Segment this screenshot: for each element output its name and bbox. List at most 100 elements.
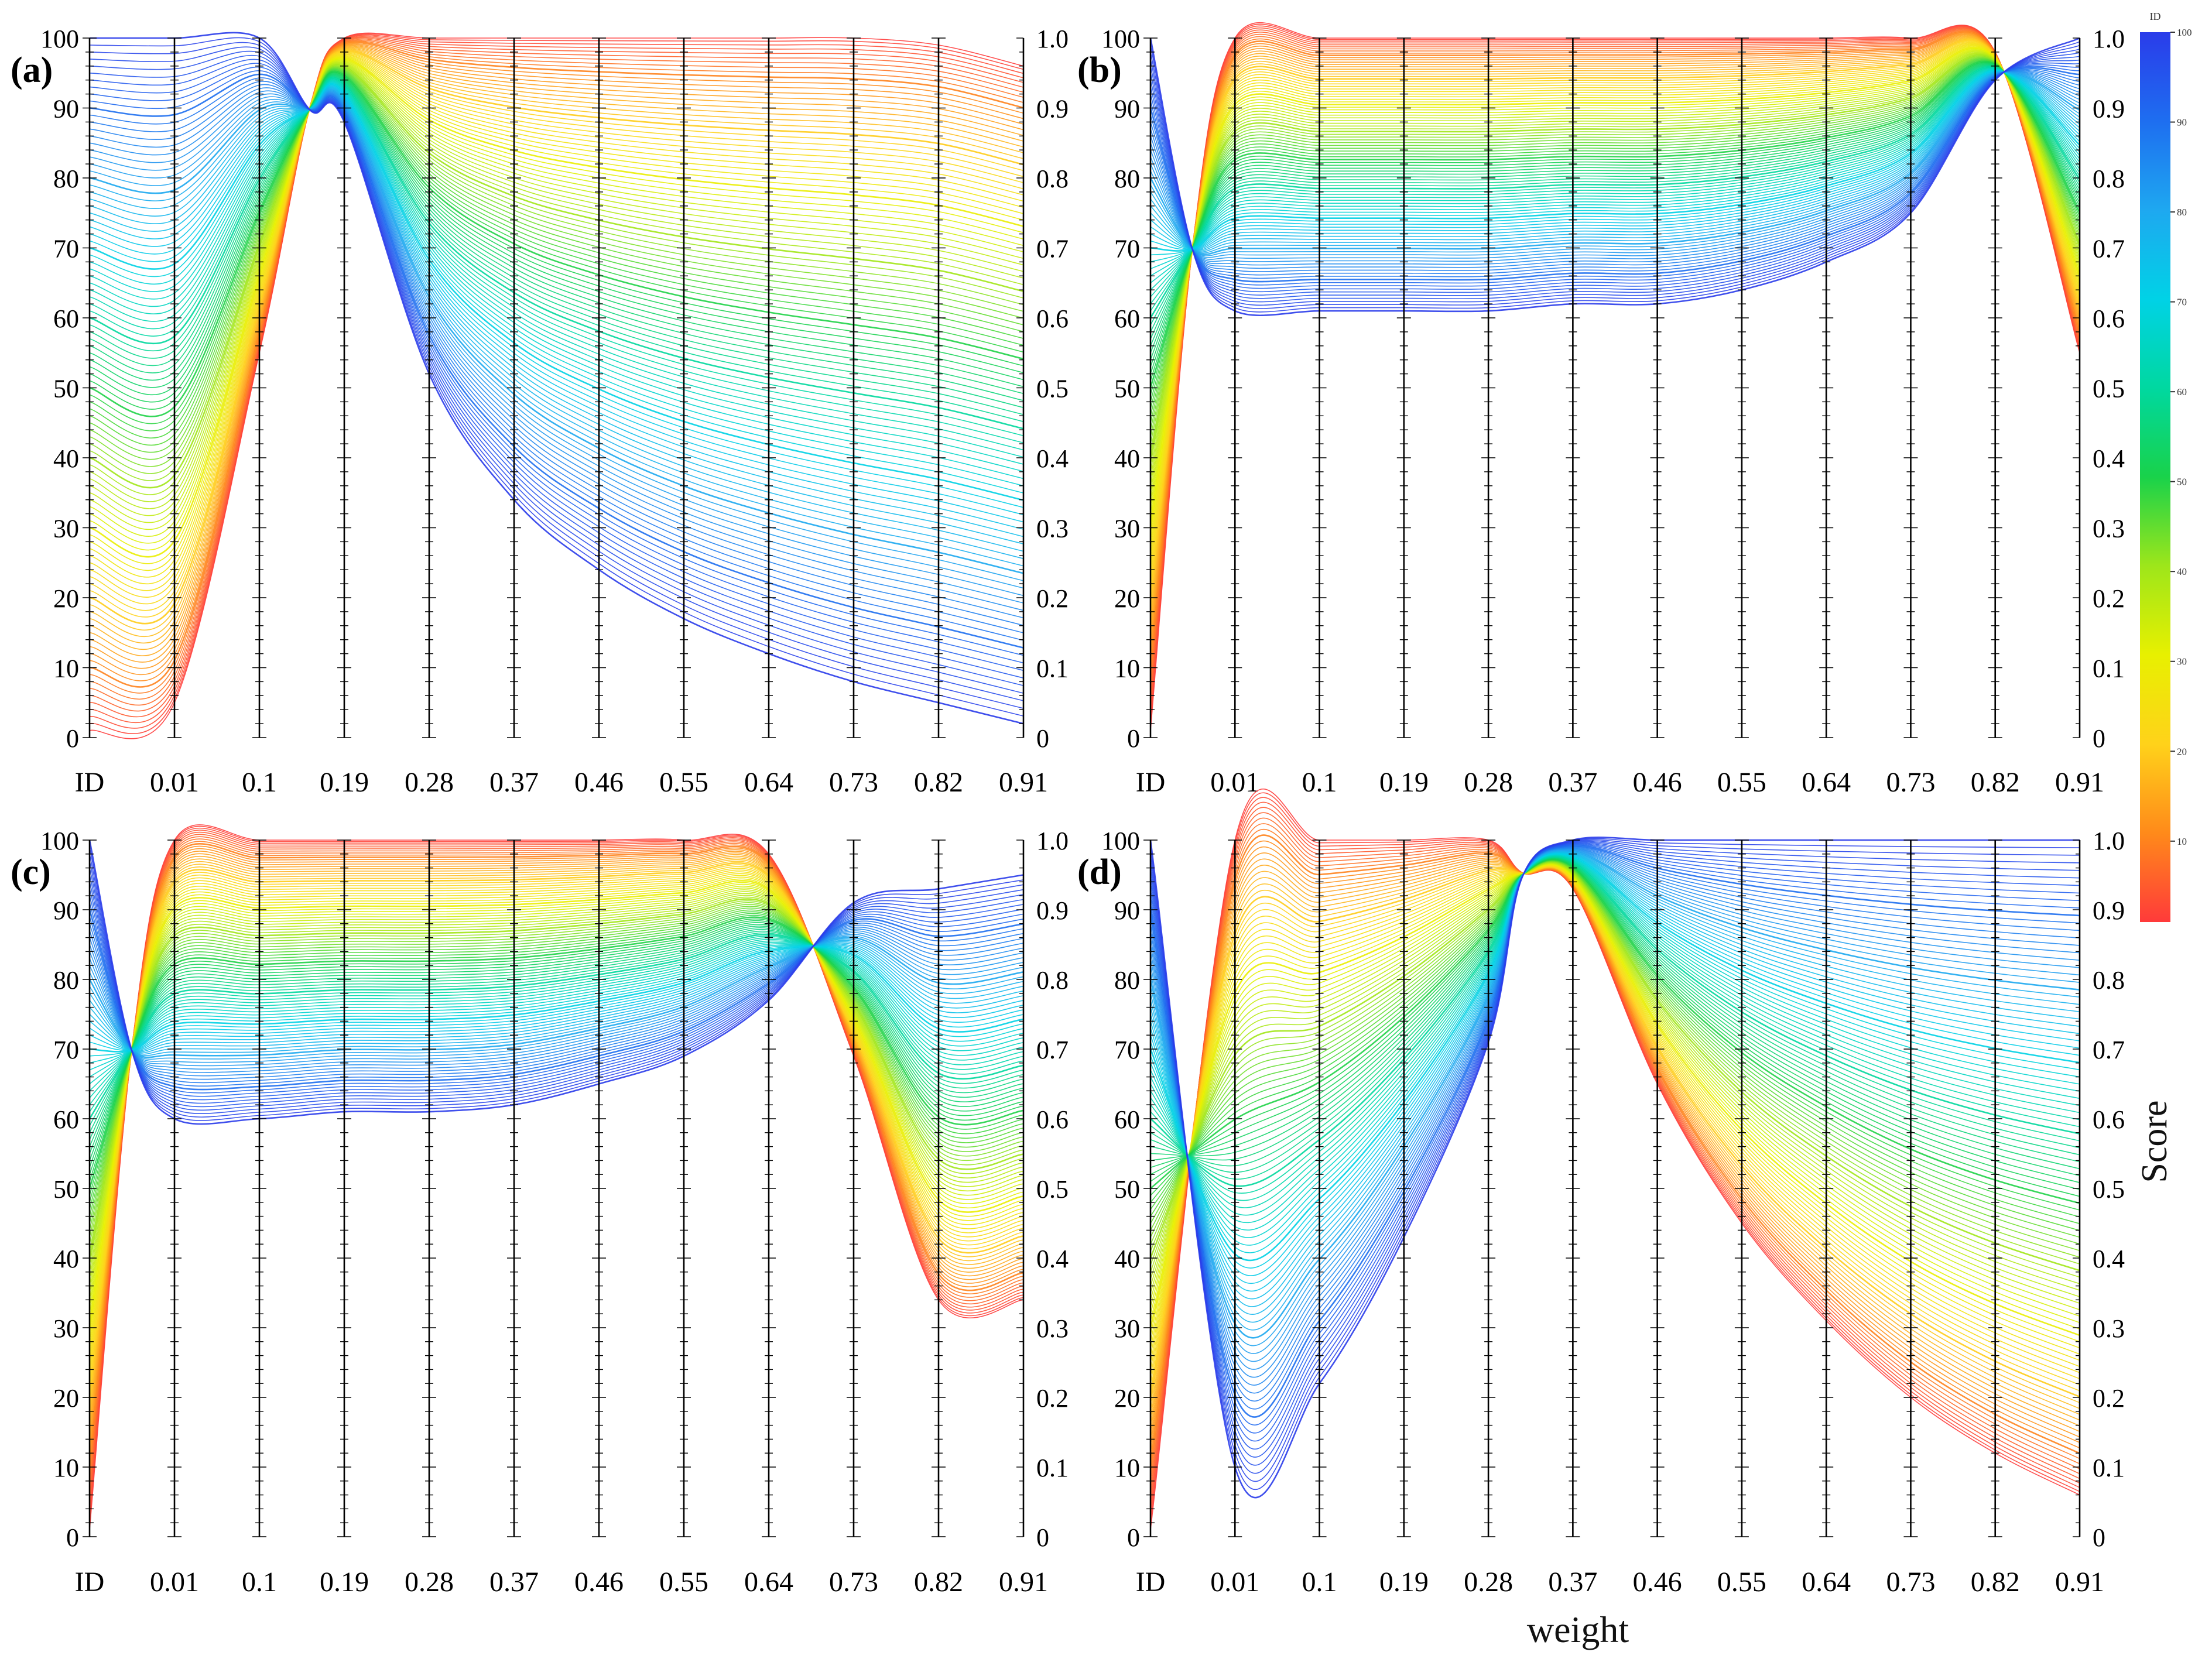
series-line <box>89 64 1024 495</box>
series-line <box>89 79 1024 451</box>
series-line <box>89 945 1024 1053</box>
series-line <box>89 42 1024 709</box>
series-line <box>89 945 1024 1051</box>
id-tick-label: 80 <box>1114 966 1140 995</box>
score-tick-label: 0.7 <box>1036 235 1069 263</box>
series-line <box>90 32 1024 725</box>
id-tick-label: 70 <box>53 235 79 263</box>
series-line <box>89 63 1024 509</box>
series-line <box>89 67 1024 460</box>
score-tick-label: 0.6 <box>1036 304 1069 333</box>
series-line <box>89 40 1024 694</box>
series-line <box>89 55 1024 578</box>
series-line <box>89 85 1024 523</box>
axis-label-1: 0.01 <box>1210 767 1259 798</box>
series-line <box>1150 65 2080 333</box>
series-line <box>89 34 1024 729</box>
series-line <box>1150 69 2080 272</box>
series-line <box>89 87 1024 537</box>
series-line <box>1150 51 2080 493</box>
axis-label-6: 0.46 <box>574 1567 624 1598</box>
score-tick-label: 0.3 <box>1036 1314 1069 1343</box>
axis-label-8: 0.64 <box>744 1567 793 1598</box>
series-line <box>89 32 1024 739</box>
panel-1: ID 0.01 0.1 0.19 0.28 0.37 0.46 0.55 0.64 0.73 0.8… <box>1077 22 2125 798</box>
colorbar-tick-label: 90 <box>2177 117 2187 128</box>
series-line <box>88 934 1024 1119</box>
axis-label-7: 0.55 <box>1717 767 1766 798</box>
series-lines <box>1149 789 2080 1530</box>
axis-label-9: 0.73 <box>1886 767 1935 798</box>
series-line <box>89 80 1024 458</box>
axis-label-5: 0.37 <box>489 1567 539 1598</box>
score-tick-label: 1.0 <box>1036 25 1069 53</box>
series-line <box>89 60 1024 537</box>
series-line <box>1150 70 2080 256</box>
series-line <box>89 67 1024 453</box>
score-tick-label: 0 <box>2093 724 2105 753</box>
score-tick-label: 0.4 <box>2093 444 2125 473</box>
series-line <box>1150 70 2080 251</box>
series-line <box>1150 71 2080 251</box>
series-line <box>89 943 1024 1078</box>
series-line <box>89 59 1024 551</box>
id-tick-label: 20 <box>1114 584 1140 613</box>
colorbar-gradient <box>2140 32 2170 922</box>
axis-label-2: 0.1 <box>242 1567 277 1598</box>
axis-label-5: 0.37 <box>1548 767 1597 798</box>
series-line <box>1150 71 2080 258</box>
axis-label-9: 0.73 <box>829 767 878 798</box>
series-line <box>1150 71 2080 260</box>
axis-label-7: 0.55 <box>1717 1567 1766 1598</box>
id-tick-label: 100 <box>40 25 79 53</box>
series-line <box>1150 70 2080 250</box>
panel-label: (c) <box>11 852 51 892</box>
axis-label-5: 0.37 <box>1548 1567 1597 1598</box>
series-line <box>89 72 1024 403</box>
series-lines <box>88 824 1024 1530</box>
series-line <box>1150 52 2080 486</box>
panel-label: (a) <box>11 50 53 90</box>
score-tick-label: 0.2 <box>2093 1384 2125 1413</box>
series-line <box>89 932 1024 1067</box>
colorbar-tick-label: 60 <box>2177 386 2187 397</box>
series-line <box>1150 71 2080 250</box>
id-tick-label: 0 <box>66 724 79 753</box>
axis-label-0: ID <box>75 767 105 798</box>
axis-label-1: 0.01 <box>150 767 199 798</box>
id-tick-label: 100 <box>1101 25 1140 53</box>
series-line <box>89 941 1024 1085</box>
series-line <box>89 66 1024 664</box>
panels-root: ID 0.01 0.1 0.19 0.28 0.37 0.46 0.55 0.64 0.73 0.8… <box>11 22 2125 1598</box>
series-line <box>89 43 1024 676</box>
series-line <box>1150 50 2080 500</box>
colorbar-tick-label: 100 <box>2177 27 2192 38</box>
axis-label-1: 0.01 <box>1210 1567 1259 1598</box>
id-tick-label: 40 <box>53 1245 79 1273</box>
id-tick-label: 60 <box>53 304 79 333</box>
id-tick-label: 20 <box>1114 1384 1140 1413</box>
score-tick-label: 0.4 <box>2093 1245 2125 1273</box>
axis-label-9: 0.73 <box>1886 1567 1935 1598</box>
series-line <box>89 62 1024 516</box>
axis-label-6: 0.46 <box>574 767 624 798</box>
series-line <box>88 839 1024 1125</box>
series-line <box>1150 68 2080 283</box>
series-line <box>89 54 1024 686</box>
id-tick-label: 60 <box>1114 304 1140 333</box>
id-tick-label: 10 <box>1114 1454 1140 1482</box>
series-line <box>89 70 1024 431</box>
series-line <box>89 61 1024 523</box>
series-line <box>89 73 1024 388</box>
series-line <box>1150 71 2080 262</box>
id-tick-label: 50 <box>53 375 79 403</box>
series-line <box>89 70 1024 424</box>
axis-label-10: 0.82 <box>1971 1567 2020 1598</box>
series-line <box>89 940 1024 1091</box>
id-tick-label: 50 <box>1114 375 1140 403</box>
score-tick-label: 0.7 <box>1036 1036 1069 1064</box>
series-line <box>89 77 1024 430</box>
series-line <box>89 935 1024 1060</box>
series-line <box>89 943 1024 1052</box>
series-line <box>1150 855 2080 1194</box>
